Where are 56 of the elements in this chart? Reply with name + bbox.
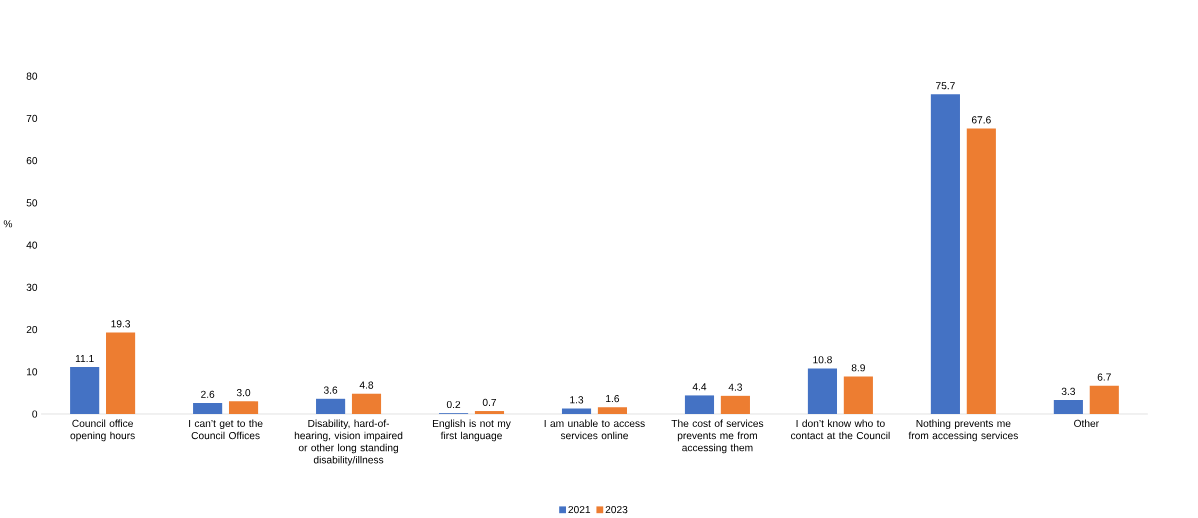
bar bbox=[316, 398, 346, 414]
x-tick-label: Disability, hard-of-hearing, vision impaired or other long standing disability/illness bbox=[294, 419, 403, 466]
bar bbox=[193, 402, 223, 414]
y-tick-label: 70 bbox=[26, 114, 38, 122]
bar bbox=[930, 94, 960, 414]
y-axis-title: % bbox=[3, 220, 13, 228]
bar bbox=[474, 410, 505, 414]
data-label: 0.2 bbox=[446, 400, 461, 408]
data-label: 6.7 bbox=[1097, 373, 1111, 381]
bar bbox=[843, 376, 873, 414]
data-label: 1.6 bbox=[606, 394, 620, 402]
data-label: 4.4 bbox=[692, 383, 707, 391]
x-tick-label: I am unable to access services online bbox=[544, 419, 645, 439]
data-label: 3.3 bbox=[1061, 387, 1076, 395]
y-tick-label: 10 bbox=[26, 367, 38, 376]
data-label: 11.1 bbox=[75, 354, 94, 362]
data-label: 4.8 bbox=[359, 381, 374, 389]
data-label: 8.9 bbox=[851, 363, 865, 372]
bar bbox=[807, 368, 838, 414]
data-label: 75.7 bbox=[936, 81, 955, 90]
bar bbox=[966, 128, 996, 414]
bar bbox=[351, 393, 382, 414]
bar bbox=[1089, 385, 1119, 414]
y-tick-label: 80 bbox=[26, 72, 38, 80]
bar bbox=[228, 401, 259, 414]
data-label: 0.7 bbox=[482, 398, 497, 406]
data-label: 19.3 bbox=[111, 320, 131, 328]
data-label: 3.6 bbox=[323, 386, 338, 394]
bar bbox=[70, 366, 100, 414]
y-tick-label: 50 bbox=[26, 199, 38, 207]
bar bbox=[1053, 399, 1083, 414]
legend-label: 2023 bbox=[605, 505, 628, 513]
x-tick-label: English is not my first language bbox=[432, 419, 511, 441]
data-label: 4.3 bbox=[728, 383, 743, 391]
data-label: 3.0 bbox=[236, 388, 251, 397]
x-tick-label: Nothing prevents me from accessing services bbox=[908, 419, 1018, 441]
y-tick-label: 40 bbox=[26, 241, 38, 249]
x-tick-label: I can’t get to the Council Offices bbox=[189, 419, 263, 439]
data-label: 67.6 bbox=[971, 116, 991, 124]
y-tick-label: 20 bbox=[26, 325, 38, 333]
bar bbox=[106, 332, 136, 414]
bar bbox=[720, 395, 750, 414]
y-tick-label: 0 bbox=[32, 410, 38, 418]
legend-label: 2021 bbox=[568, 505, 591, 513]
x-tick-label: Other bbox=[1074, 419, 1099, 427]
x-tick-label: I don’t know who to contact at the Council bbox=[790, 419, 890, 439]
bar bbox=[597, 407, 627, 414]
data-label: 10.8 bbox=[813, 355, 832, 364]
bar bbox=[684, 395, 715, 414]
y-tick-label: 30 bbox=[26, 283, 38, 291]
y-tick-label: 60 bbox=[26, 156, 38, 164]
x-tick-label: Council office opening hours bbox=[70, 419, 135, 441]
data-label: 1.3 bbox=[570, 396, 584, 404]
bar bbox=[561, 408, 592, 414]
x-tick-label: The cost of services prevents me from accessing them bbox=[671, 419, 764, 454]
data-label: 2.6 bbox=[201, 390, 215, 398]
